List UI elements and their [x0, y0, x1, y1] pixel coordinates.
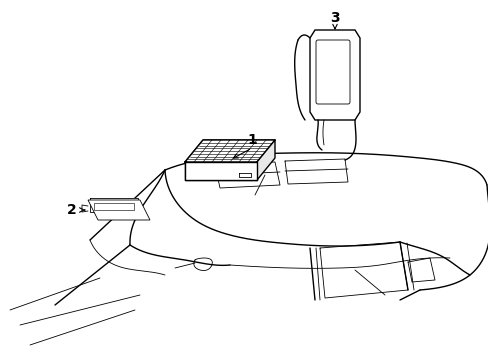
- FancyBboxPatch shape: [315, 40, 349, 104]
- Polygon shape: [257, 140, 274, 180]
- Text: 3: 3: [329, 11, 339, 25]
- Polygon shape: [184, 140, 274, 162]
- Polygon shape: [88, 200, 150, 220]
- Text: 1: 1: [246, 133, 256, 147]
- Polygon shape: [184, 162, 257, 180]
- Polygon shape: [90, 198, 138, 212]
- Text: 2: 2: [67, 203, 77, 217]
- Polygon shape: [309, 30, 359, 120]
- Polygon shape: [94, 203, 134, 210]
